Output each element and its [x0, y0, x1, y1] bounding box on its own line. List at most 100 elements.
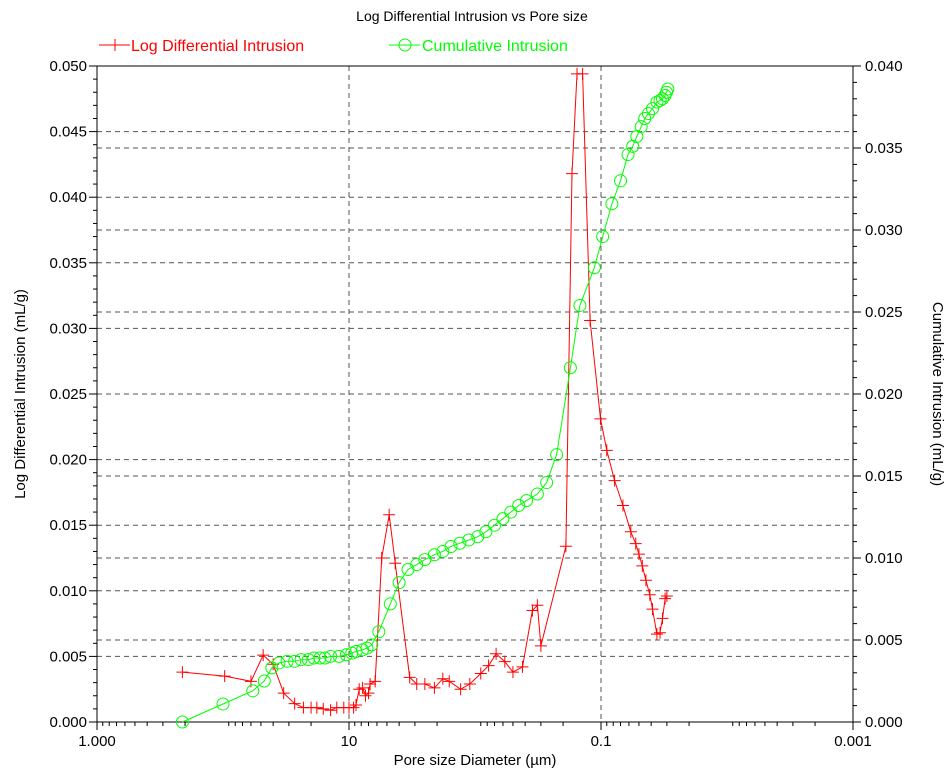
data-point-cumulative [272, 656, 286, 670]
y-left-tick-label: 0.045 [49, 124, 87, 141]
data-point-log-differential [347, 701, 360, 714]
data-point-cumulative [504, 505, 518, 519]
data-point-cumulative [661, 82, 675, 96]
data-point-log-differential [418, 677, 431, 690]
data-point-cumulative [307, 651, 321, 665]
data-point-cumulative [372, 625, 386, 639]
data-point-log-differential [656, 612, 669, 625]
data-point-cumulative [365, 638, 379, 652]
data-point-log-differential [353, 683, 366, 696]
y-left-tick-label: 0.020 [49, 452, 87, 469]
data-point-cumulative [550, 448, 564, 462]
legend-marker-circle [398, 38, 412, 52]
data-point-log-differential [498, 655, 511, 668]
data-point-log-differential [277, 687, 290, 700]
y-right-tick-label: 0.010 [865, 550, 903, 567]
data-point-cumulative [257, 674, 271, 688]
data-point-cumulative [392, 576, 406, 590]
y-left-tick-label: 0.010 [49, 583, 87, 600]
y-left-tick-label: 0.000 [49, 714, 87, 731]
data-point-log-differential [317, 702, 330, 715]
data-point-log-differential [559, 540, 572, 553]
y-right-tick-label: 0.020 [865, 386, 903, 403]
y-left-tick-label: 0.005 [49, 648, 87, 665]
data-point-cumulative [634, 120, 648, 134]
data-point-log-differential [608, 474, 621, 487]
data-point-log-differential [362, 687, 375, 700]
y-left-tick-label: 0.015 [49, 517, 87, 534]
data-point-cumulative [479, 525, 493, 539]
data-point-cumulative [294, 653, 308, 667]
y-axis-left-title: Log Differential Intrusion (mL/g) [12, 289, 29, 499]
data-point-cumulative [563, 361, 577, 375]
data-point-cumulative [530, 487, 544, 501]
data-point-cumulative [383, 597, 397, 611]
data-point-cumulative [313, 651, 327, 665]
grid [97, 66, 853, 722]
data-point-log-differential [636, 559, 649, 572]
legend-marker-plus [109, 39, 121, 51]
data-point-cumulative [462, 533, 476, 547]
x-tick-label: 10 [341, 733, 358, 750]
data-point-log-differential [443, 675, 456, 688]
x-tick-label: 0.001 [834, 733, 872, 750]
data-point-log-differential [632, 548, 645, 561]
data-point-cumulative [444, 540, 458, 554]
legend-label-cumulative: Cumulative Intrusion [422, 38, 568, 55]
data-point-cumulative [587, 261, 601, 275]
x-tick-label: 0.1 [591, 733, 612, 750]
data-point-cumulative [360, 641, 374, 655]
data-point-log-differential [624, 525, 637, 538]
data-point-log-differential [526, 604, 539, 617]
data-point-cumulative [436, 544, 450, 558]
data-point-log-differential [482, 659, 495, 672]
data-point-cumulative [488, 518, 502, 532]
x-tick-label: 1.000 [78, 733, 116, 750]
data-point-log-differential [359, 689, 372, 702]
y-right-tick-label: 0.035 [865, 140, 903, 157]
data-point-log-differential [659, 592, 672, 605]
data-point-cumulative [596, 230, 610, 244]
data-point-log-differential [383, 508, 396, 521]
y-left-tick-label: 0.025 [49, 386, 87, 403]
data-point-cumulative [641, 107, 655, 121]
data-point-log-differential [356, 681, 369, 694]
data-point-cumulative [656, 92, 670, 106]
data-point-cumulative [605, 197, 619, 211]
data-point-cumulative [246, 684, 260, 698]
data-point-cumulative [318, 651, 332, 665]
data-point-cumulative [427, 548, 441, 562]
data-point-log-differential [643, 588, 656, 601]
data-point-log-differential [257, 649, 270, 662]
data-point-cumulative [614, 174, 628, 188]
data-point-cumulative [339, 648, 353, 662]
y-right-tick-label: 0.000 [865, 714, 903, 731]
data-point-log-differential [364, 677, 377, 690]
data-point-log-differential [288, 697, 301, 710]
y-left-tick-label: 0.035 [49, 255, 87, 272]
data-point-cumulative [216, 697, 230, 711]
data-point-cumulative [471, 530, 485, 544]
data-point-log-differential [616, 499, 629, 512]
data-point-log-differential [584, 314, 597, 327]
y-left-tick-label: 0.050 [49, 58, 87, 75]
y-right-tick-label: 0.005 [865, 632, 903, 649]
legend-label-log-differential: Log Differential Intrusion [131, 38, 304, 55]
data-point-log-differential [531, 599, 544, 612]
data-point-log-differential [218, 670, 231, 683]
data-point-log-differential [646, 603, 659, 616]
axes: 0.000 0.005 0.010 0.015 0.020 0.025 0.030 0.035… [49, 58, 902, 750]
data-point-log-differential [349, 698, 362, 711]
data-point-log-differential [176, 666, 189, 679]
data-point-log-differential [454, 683, 467, 696]
data-point-cumulative [324, 649, 338, 663]
data-point-cumulative [410, 558, 424, 572]
y-right-tick-label: 0.040 [865, 58, 903, 75]
data-point-cumulative [638, 111, 652, 125]
data-point-log-differential [516, 660, 529, 673]
y-right-tick-label: 0.025 [865, 304, 903, 321]
data-point-log-differential [600, 444, 613, 457]
data-point-log-differential [474, 667, 487, 680]
chart-title: Log Differential Intrusion vs Pore size [356, 8, 588, 24]
